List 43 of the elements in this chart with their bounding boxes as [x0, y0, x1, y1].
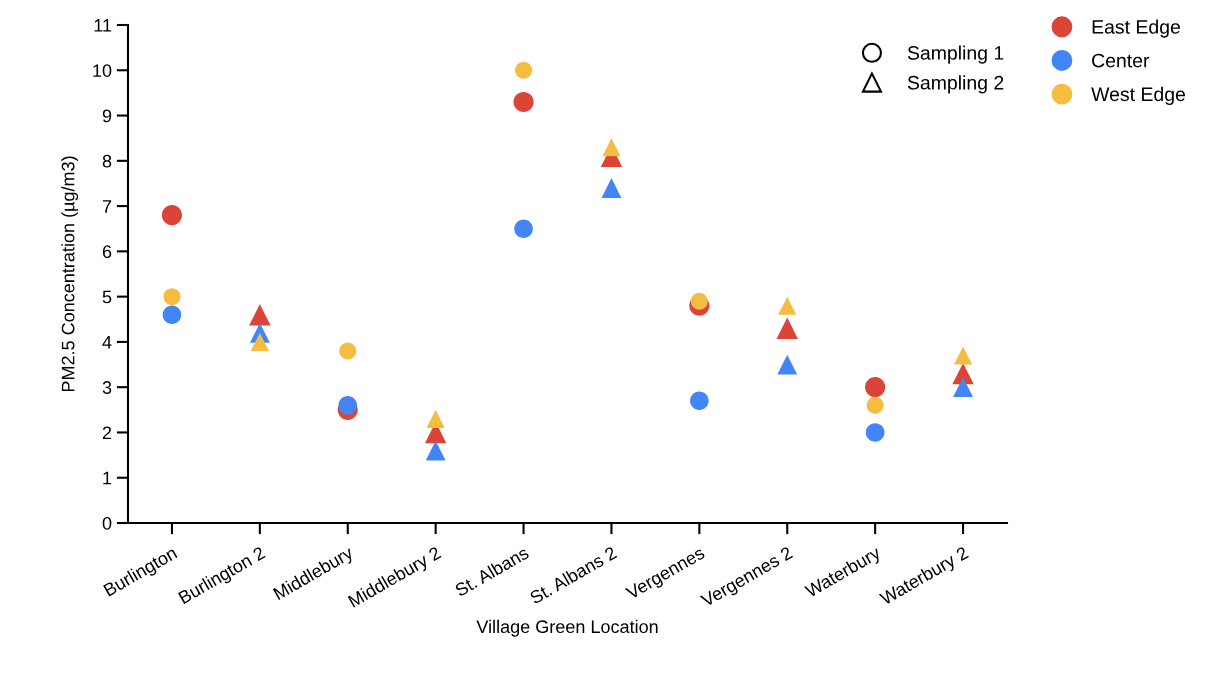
- point: [690, 292, 708, 310]
- point: [776, 317, 798, 340]
- y-axis-title: PM2.5 Concentration (µg/m3): [61, 156, 79, 392]
- point: [426, 409, 445, 428]
- point: [866, 396, 884, 414]
- point: [690, 391, 709, 411]
- point: [601, 178, 622, 198]
- point: [602, 138, 621, 157]
- y-tick-label: 8: [102, 154, 112, 168]
- annotation: Sampling 1: [907, 45, 1004, 64]
- point: [513, 91, 534, 113]
- point: [865, 377, 886, 398]
- y-tick-label: 0: [102, 516, 112, 530]
- legend-label: Center: [1092, 53, 1150, 68]
- point: [778, 296, 797, 315]
- point: [954, 346, 973, 365]
- legend-label: West Edge: [1091, 86, 1186, 105]
- y-tick-label: 1: [103, 471, 112, 485]
- point: [514, 219, 533, 239]
- point: [163, 288, 181, 306]
- y-tick-label: 4: [102, 336, 112, 349]
- point: [339, 342, 357, 360]
- y-tick-label: 2: [102, 426, 112, 439]
- point: [338, 395, 358, 415]
- y-tick-label: 3: [102, 381, 112, 394]
- point: [250, 332, 269, 351]
- point: [515, 61, 533, 79]
- y-tick-label: 11: [94, 19, 112, 32]
- x-axis-title: Village Green Location: [476, 619, 658, 637]
- point: [161, 205, 183, 226]
- y-tick-label: 10: [93, 64, 112, 77]
- y-tick-label: 6: [102, 245, 112, 259]
- annotation: Sampling 2: [907, 75, 1004, 94]
- point: [953, 377, 973, 398]
- point: [777, 354, 798, 375]
- point: [162, 305, 182, 325]
- y-tick-label: 5: [102, 290, 112, 304]
- point: [425, 440, 446, 461]
- y-tick-label: 9: [102, 109, 112, 123]
- legend-label: East Edge: [1092, 19, 1180, 38]
- y-tick-label: 7: [102, 200, 112, 213]
- point: [249, 304, 271, 326]
- point: [865, 423, 885, 442]
